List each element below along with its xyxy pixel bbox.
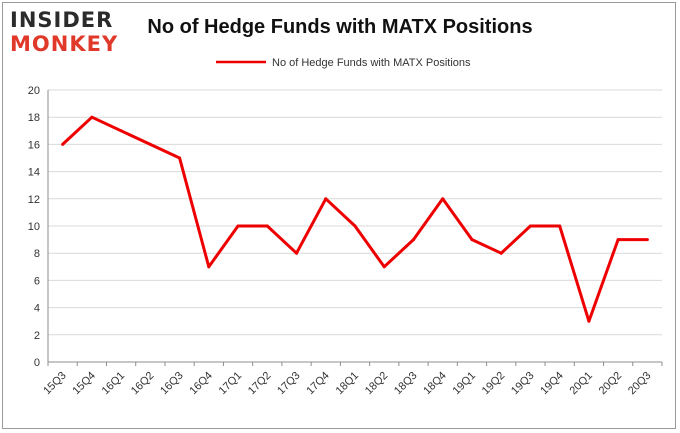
x-tick-label: 19Q1 — [451, 370, 479, 398]
data-point — [470, 238, 474, 242]
x-tick-label: 20Q1 — [568, 370, 596, 398]
x-tick-label: 17Q1 — [217, 370, 245, 398]
data-point — [353, 224, 357, 228]
logo-line-2: MONKEY — [10, 32, 119, 56]
y-tick-labels: 0 2 4 6 8 10 12 14 16 18 20 — [28, 85, 40, 369]
data-point — [324, 197, 328, 201]
data-point — [178, 156, 182, 160]
x-tick-label: 15Q4 — [70, 370, 98, 398]
chart-frame — [2, 2, 676, 429]
x-tick-label: 19Q4 — [538, 370, 566, 398]
data-point — [236, 224, 240, 228]
x-tick-label: 15Q3 — [41, 370, 69, 398]
legend-label: No of Hedge Funds with MATX Positions — [272, 57, 471, 69]
y-tick-label: 18 — [28, 112, 40, 124]
x-tick-label: 19Q3 — [509, 370, 537, 398]
data-point — [528, 224, 532, 228]
x-tick-label: 19Q2 — [480, 370, 508, 398]
y-tick-label: 8 — [34, 248, 40, 260]
x-tick-label: 16Q2 — [129, 370, 157, 398]
x-tick-label: 18Q2 — [363, 370, 391, 398]
x-tick-label: 18Q4 — [421, 370, 449, 398]
x-tick-label: 17Q3 — [275, 370, 303, 398]
data-point — [558, 224, 562, 228]
x-tick-label: 20Q3 — [626, 370, 654, 398]
data-point — [411, 238, 415, 242]
data-point — [645, 238, 649, 242]
y-tick-label: 16 — [28, 139, 40, 151]
x-tick-label: 16Q4 — [187, 370, 215, 398]
data-point — [441, 197, 445, 201]
logo-line-1: INSIDER — [10, 8, 114, 32]
y-tick-label: 12 — [28, 194, 40, 206]
legend: No of Hedge Funds with MATX Positions — [216, 57, 471, 69]
data-point — [587, 319, 591, 323]
x-tick-label: 16Q3 — [158, 370, 186, 398]
data-point — [119, 129, 123, 133]
x-tick-label: 20Q2 — [597, 370, 625, 398]
y-tick-label: 20 — [28, 85, 40, 97]
data-point — [616, 238, 620, 242]
y-tick-label: 4 — [34, 303, 40, 315]
x-tick-label: 17Q4 — [304, 370, 332, 398]
y-tick-label: 0 — [34, 357, 40, 369]
y-tick-label: 10 — [28, 221, 40, 233]
insider-monkey-logo: INSIDER MONKEY — [10, 8, 128, 56]
x-tick-label: 17Q2 — [246, 370, 274, 398]
data-point — [148, 142, 152, 146]
x-tick-labels: 15Q3 15Q4 16Q1 16Q2 16Q3 16Q4 17Q1 17Q2 17Q3 17Q4… — [41, 370, 653, 398]
data-point — [207, 265, 211, 269]
axes — [47, 90, 663, 366]
y-tick-label: 14 — [28, 167, 40, 179]
x-tick-label: 18Q1 — [334, 370, 362, 398]
chart-title: No of Hedge Funds with MATX Positions — [147, 16, 533, 38]
x-tick-label: 16Q1 — [100, 370, 128, 398]
data-point — [382, 265, 386, 269]
data-point — [499, 251, 503, 255]
grid-lines — [48, 89, 662, 336]
y-tick-label: 6 — [34, 275, 40, 287]
series-layer — [61, 115, 649, 323]
data-point — [295, 251, 299, 255]
series-line — [61, 115, 648, 323]
y-tick-label: 2 — [34, 330, 40, 342]
data-point — [265, 224, 269, 228]
x-tick-label: 18Q3 — [392, 370, 420, 398]
data-point — [61, 142, 65, 146]
data-point — [90, 115, 94, 119]
